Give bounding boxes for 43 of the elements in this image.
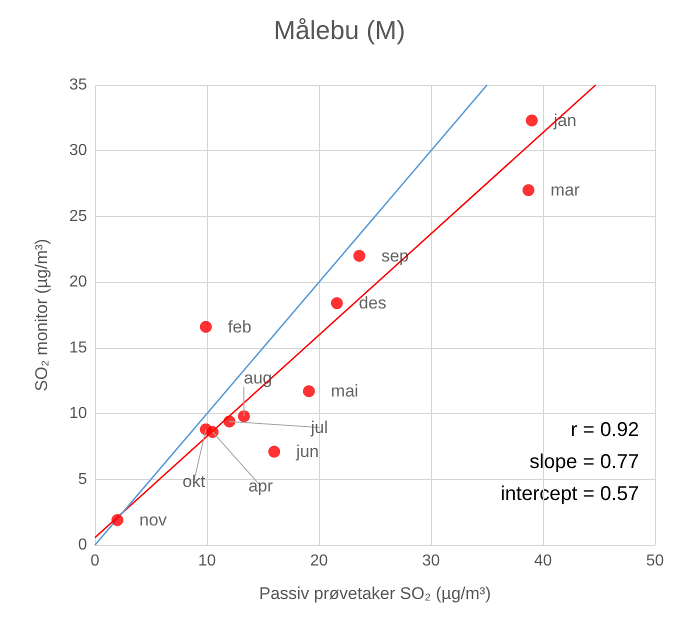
x-tick-label: 10 — [198, 552, 216, 570]
point — [238, 410, 250, 422]
x-tick-label: 0 — [90, 552, 100, 570]
annotation: intercept = 0.57 — [500, 483, 639, 505]
annotation: des — [358, 294, 386, 313]
x-tick-label: 50 — [646, 552, 664, 570]
y-tick-label: 35 — [69, 76, 88, 94]
annotation: feb — [228, 317, 252, 336]
annotation: jun — [295, 442, 319, 462]
point — [330, 297, 343, 310]
point — [526, 114, 538, 126]
annotation: r = 0.92 — [570, 419, 639, 441]
point — [223, 415, 236, 428]
annotation: jan — [552, 110, 576, 130]
annotation: mai — [330, 382, 358, 401]
y-tick-label: 20 — [69, 274, 88, 291]
point — [302, 385, 315, 398]
point — [111, 514, 124, 526]
point — [268, 446, 280, 458]
x-tick-label: 30 — [422, 552, 440, 570]
y-axis-title: SO₂ monitor (µg/m³) — [32, 238, 51, 392]
y-tick-label: 25 — [69, 208, 88, 225]
y-tick-label: 5 — [78, 470, 88, 488]
point — [353, 250, 366, 262]
annotation: slope = 0.77 — [529, 451, 639, 473]
x-axis-title: Passiv prøvetaker SO₂ (µg/m³) — [259, 584, 491, 603]
annotation: sep — [381, 246, 409, 266]
y-tick-label: 0 — [78, 536, 88, 554]
x-tick-label: 20 — [310, 552, 328, 570]
chart-title: Målebu (M) — [274, 15, 406, 45]
annotation: apr — [248, 476, 274, 496]
y-tick-label: 15 — [69, 339, 88, 356]
annotation: mar — [550, 180, 580, 200]
annotation: okt — [182, 472, 206, 491]
annotation: nov — [139, 510, 168, 530]
y-tick-label: 10 — [69, 405, 88, 422]
point — [206, 426, 219, 438]
annotation: jul — [310, 418, 328, 437]
annotation: aug — [244, 368, 272, 388]
point — [200, 320, 212, 333]
x-tick-label: 40 — [534, 552, 552, 570]
y-tick-label: 30 — [69, 142, 88, 160]
point — [522, 184, 534, 196]
